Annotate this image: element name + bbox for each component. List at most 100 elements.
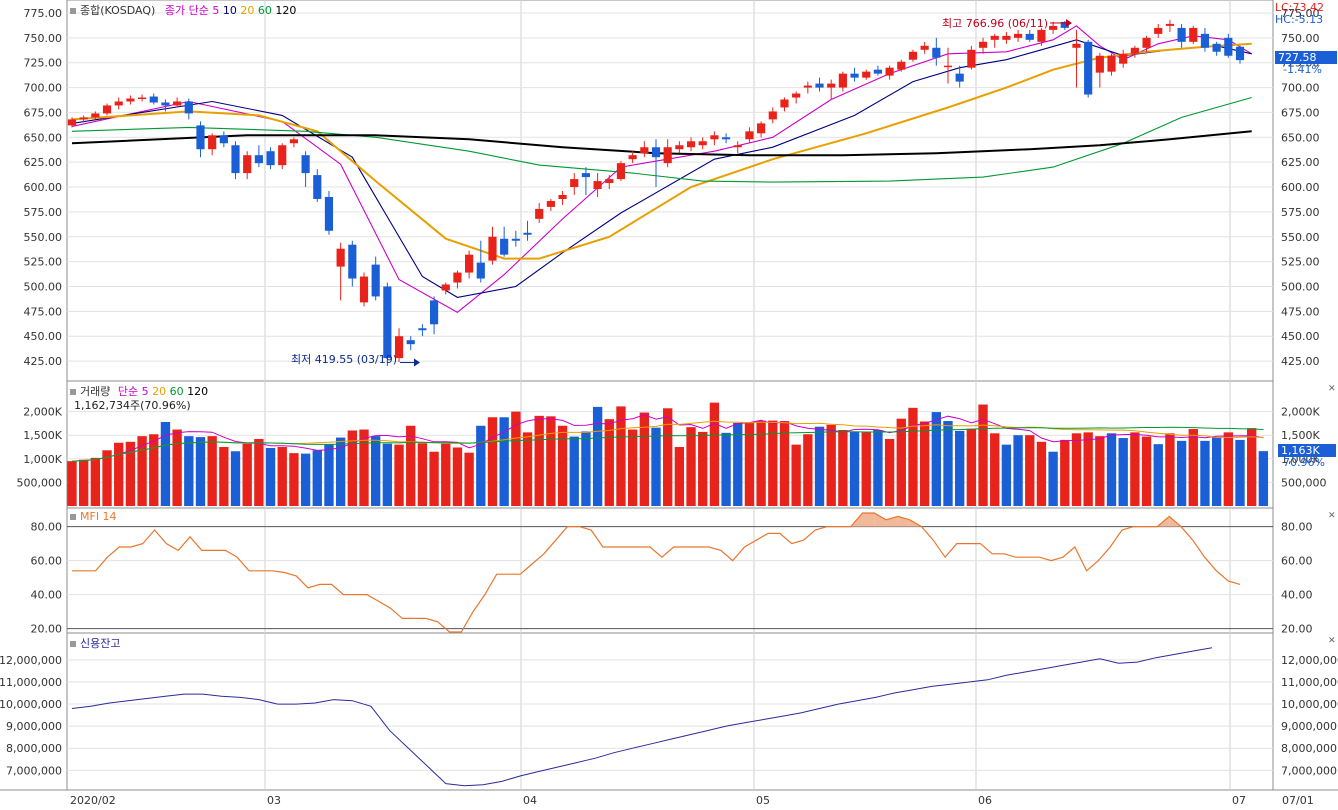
candle-body: [1084, 41, 1093, 95]
candle-body: [1013, 33, 1023, 38]
volume-ma-label: 단순: [117, 385, 139, 398]
volume-bar: [1200, 440, 1210, 506]
volume-bar: [779, 421, 790, 506]
symbol-label[interactable]: 종합(KOSDAQ): [80, 4, 156, 17]
credit-y-tick-label-right: 10,000,000: [1281, 698, 1338, 711]
candle-body: [1235, 46, 1245, 61]
close-icon[interactable]: ✕: [1328, 636, 1336, 646]
candle-body: [943, 65, 953, 68]
current-value-badge: 727.58: [1275, 51, 1337, 64]
price-y-tick-label-right: 675.00: [1281, 106, 1320, 119]
candle-body: [266, 151, 275, 166]
candle-body: [1165, 23, 1175, 26]
price-y-tick-label-right: 525.00: [1281, 256, 1320, 269]
candle-body: [745, 131, 754, 140]
panel-toggle-icon[interactable]: [70, 641, 76, 647]
main-panel-header: 종합(KOSDAQ) 종가 단순 5 10 20 60 120: [70, 2, 296, 18]
volume-bar: [1165, 433, 1175, 506]
volume-y-tick-label: 500,000: [17, 476, 63, 489]
candle-body: [500, 238, 509, 255]
candle-body: [850, 73, 859, 78]
credit-y-tick-label: 7,000,000: [6, 764, 62, 777]
mfi-y-tick-label: 40.00: [31, 589, 63, 602]
volume-bar: [265, 447, 276, 506]
volume-bar: [1083, 432, 1093, 506]
candle-body: [897, 61, 906, 70]
volume-bar: [709, 402, 720, 506]
volume-bar: [90, 457, 101, 506]
price-y-tick-label: 600.00: [24, 181, 63, 194]
volume-bar: [1001, 444, 1012, 506]
price-y-tick-label-right: 775.00: [1281, 7, 1320, 20]
volume-bar: [125, 441, 136, 506]
credit-panel-header: 신용잔고: [70, 635, 120, 651]
candle-body: [453, 272, 462, 283]
candle-body: [640, 147, 649, 154]
volume-bar: [289, 453, 299, 506]
candle-body: [1154, 27, 1163, 34]
price-y-tick-label: 575.00: [24, 206, 63, 219]
ma-line-10: [71, 39, 1252, 298]
candle-body: [149, 96, 158, 103]
volume-bar: [1013, 435, 1023, 506]
price-y-tick-label: 525.00: [24, 256, 63, 269]
volume-bar: [1071, 433, 1082, 506]
volume-bar: [452, 447, 463, 506]
volume-bar: [254, 438, 264, 506]
candle-body: [616, 163, 626, 180]
volume-y-tick-label-right: 1,500K: [1281, 429, 1320, 442]
candle-body: [1119, 53, 1128, 64]
volume-current-pct: 70.96%: [1283, 456, 1325, 469]
volume-bar: [79, 459, 89, 506]
credit-line: [71, 647, 1213, 787]
volume-bar: [324, 444, 334, 506]
candle-body: [570, 179, 579, 188]
candle-body: [1189, 27, 1198, 42]
candle-body: [208, 135, 217, 150]
volume-ma-120: 120: [187, 385, 209, 398]
candle-body: [184, 101, 193, 114]
candle-body: [137, 97, 147, 100]
volume-bar: [966, 428, 977, 506]
price-y-tick-label: 425.00: [24, 355, 63, 368]
candle-body: [1177, 27, 1186, 42]
price-y-tick-label: 725.00: [24, 57, 63, 70]
volume-bar: [849, 431, 860, 506]
volume-bar: [487, 417, 498, 506]
price-y-tick-label-right: 575.00: [1281, 206, 1320, 219]
price-y-tick-label-right: 600.00: [1281, 181, 1320, 194]
close-icon[interactable]: ✕: [1328, 384, 1336, 394]
candle-body: [231, 145, 240, 174]
candle-body: [359, 276, 369, 303]
volume-bar: [592, 406, 603, 506]
volume-bar: [1130, 432, 1140, 506]
candle-body: [429, 300, 439, 325]
volume-bar: [698, 431, 708, 506]
panel-toggle-icon[interactable]: [70, 389, 76, 395]
volume-bar: [581, 431, 591, 506]
current-change: -1.41%: [1283, 63, 1322, 76]
price-y-tick-label-right: 450.00: [1281, 330, 1320, 343]
panel-toggle-icon[interactable]: [70, 514, 76, 520]
candle-body: [383, 286, 392, 359]
candle-body: [967, 49, 976, 68]
volume-bar: [826, 424, 836, 506]
mfi-y-tick-label: 20.00: [31, 623, 63, 636]
volume-bar: [1095, 436, 1105, 506]
mfi-y-tick-label-right: 20.00: [1281, 623, 1313, 636]
volume-bar: [534, 415, 544, 506]
panel-toggle-icon[interactable]: [70, 8, 76, 14]
volume-ma-60: 60: [169, 385, 184, 398]
price-y-tick-label: 775.00: [24, 7, 63, 20]
volume-bar: [803, 434, 813, 506]
volume-bar: [160, 421, 171, 506]
volume-bar: [300, 453, 311, 506]
volume-bar: [230, 451, 241, 506]
close-icon[interactable]: ✕: [1328, 511, 1336, 521]
credit-y-tick-label-right: 11,000,000: [1281, 676, 1338, 689]
volume-bar: [1188, 429, 1198, 506]
candle-body: [1200, 33, 1210, 48]
volume-bar: [1153, 444, 1163, 506]
mfi-y-tick-label-right: 80.00: [1281, 521, 1313, 534]
